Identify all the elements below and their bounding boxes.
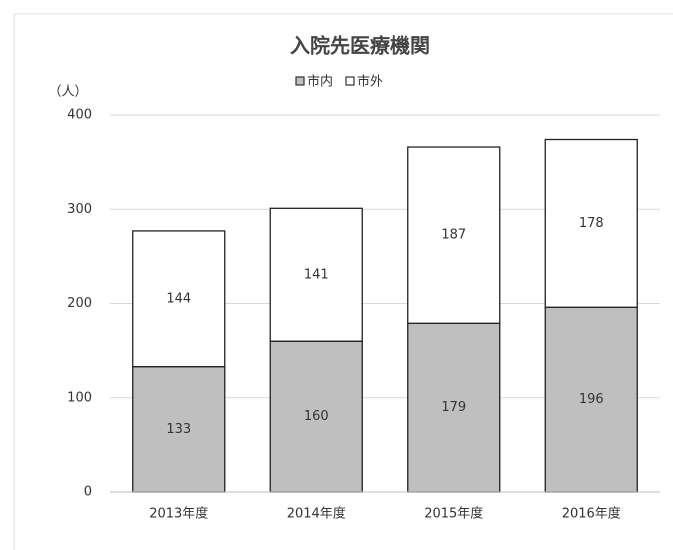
data-label: 141 [304, 267, 329, 282]
data-label: 133 [166, 422, 191, 437]
data-label: 160 [304, 409, 329, 424]
data-label: 178 [579, 216, 604, 231]
y-tick-label: 400 [67, 108, 92, 123]
data-label: 196 [579, 392, 604, 407]
x-tick-label: 2015年度 [424, 506, 483, 522]
y-tick-label: 100 [67, 390, 92, 405]
bar-segment [132, 230, 226, 368]
legend-swatch [345, 76, 355, 86]
y-tick-label: 0 [84, 485, 92, 500]
bar-segment [544, 306, 638, 493]
data-label: 187 [441, 228, 466, 243]
legend: 市内 市外 [295, 74, 383, 90]
y-axis-label: （人） [48, 85, 87, 100]
bar-segment [132, 365, 226, 493]
bar-segment [407, 322, 501, 493]
legend-swatch [295, 76, 305, 86]
bar-segment [544, 138, 638, 308]
bar-segment [269, 340, 363, 493]
legend-label: 市外 [357, 74, 383, 90]
y-tick-label: 300 [67, 202, 92, 217]
x-tick-label: 2014年度 [287, 506, 346, 522]
data-label: 144 [166, 291, 191, 306]
y-tick-label: 200 [67, 296, 92, 311]
x-tick-label: 2016年度 [562, 506, 621, 522]
bar-segment [407, 146, 501, 324]
bar-segment [269, 207, 363, 342]
x-tick-label: 2013年度 [149, 506, 208, 522]
chart-frame [13, 13, 673, 550]
legend-label: 市内 [307, 74, 333, 90]
chart-title: 入院先医療機関 [290, 34, 430, 58]
data-label: 179 [441, 400, 466, 415]
